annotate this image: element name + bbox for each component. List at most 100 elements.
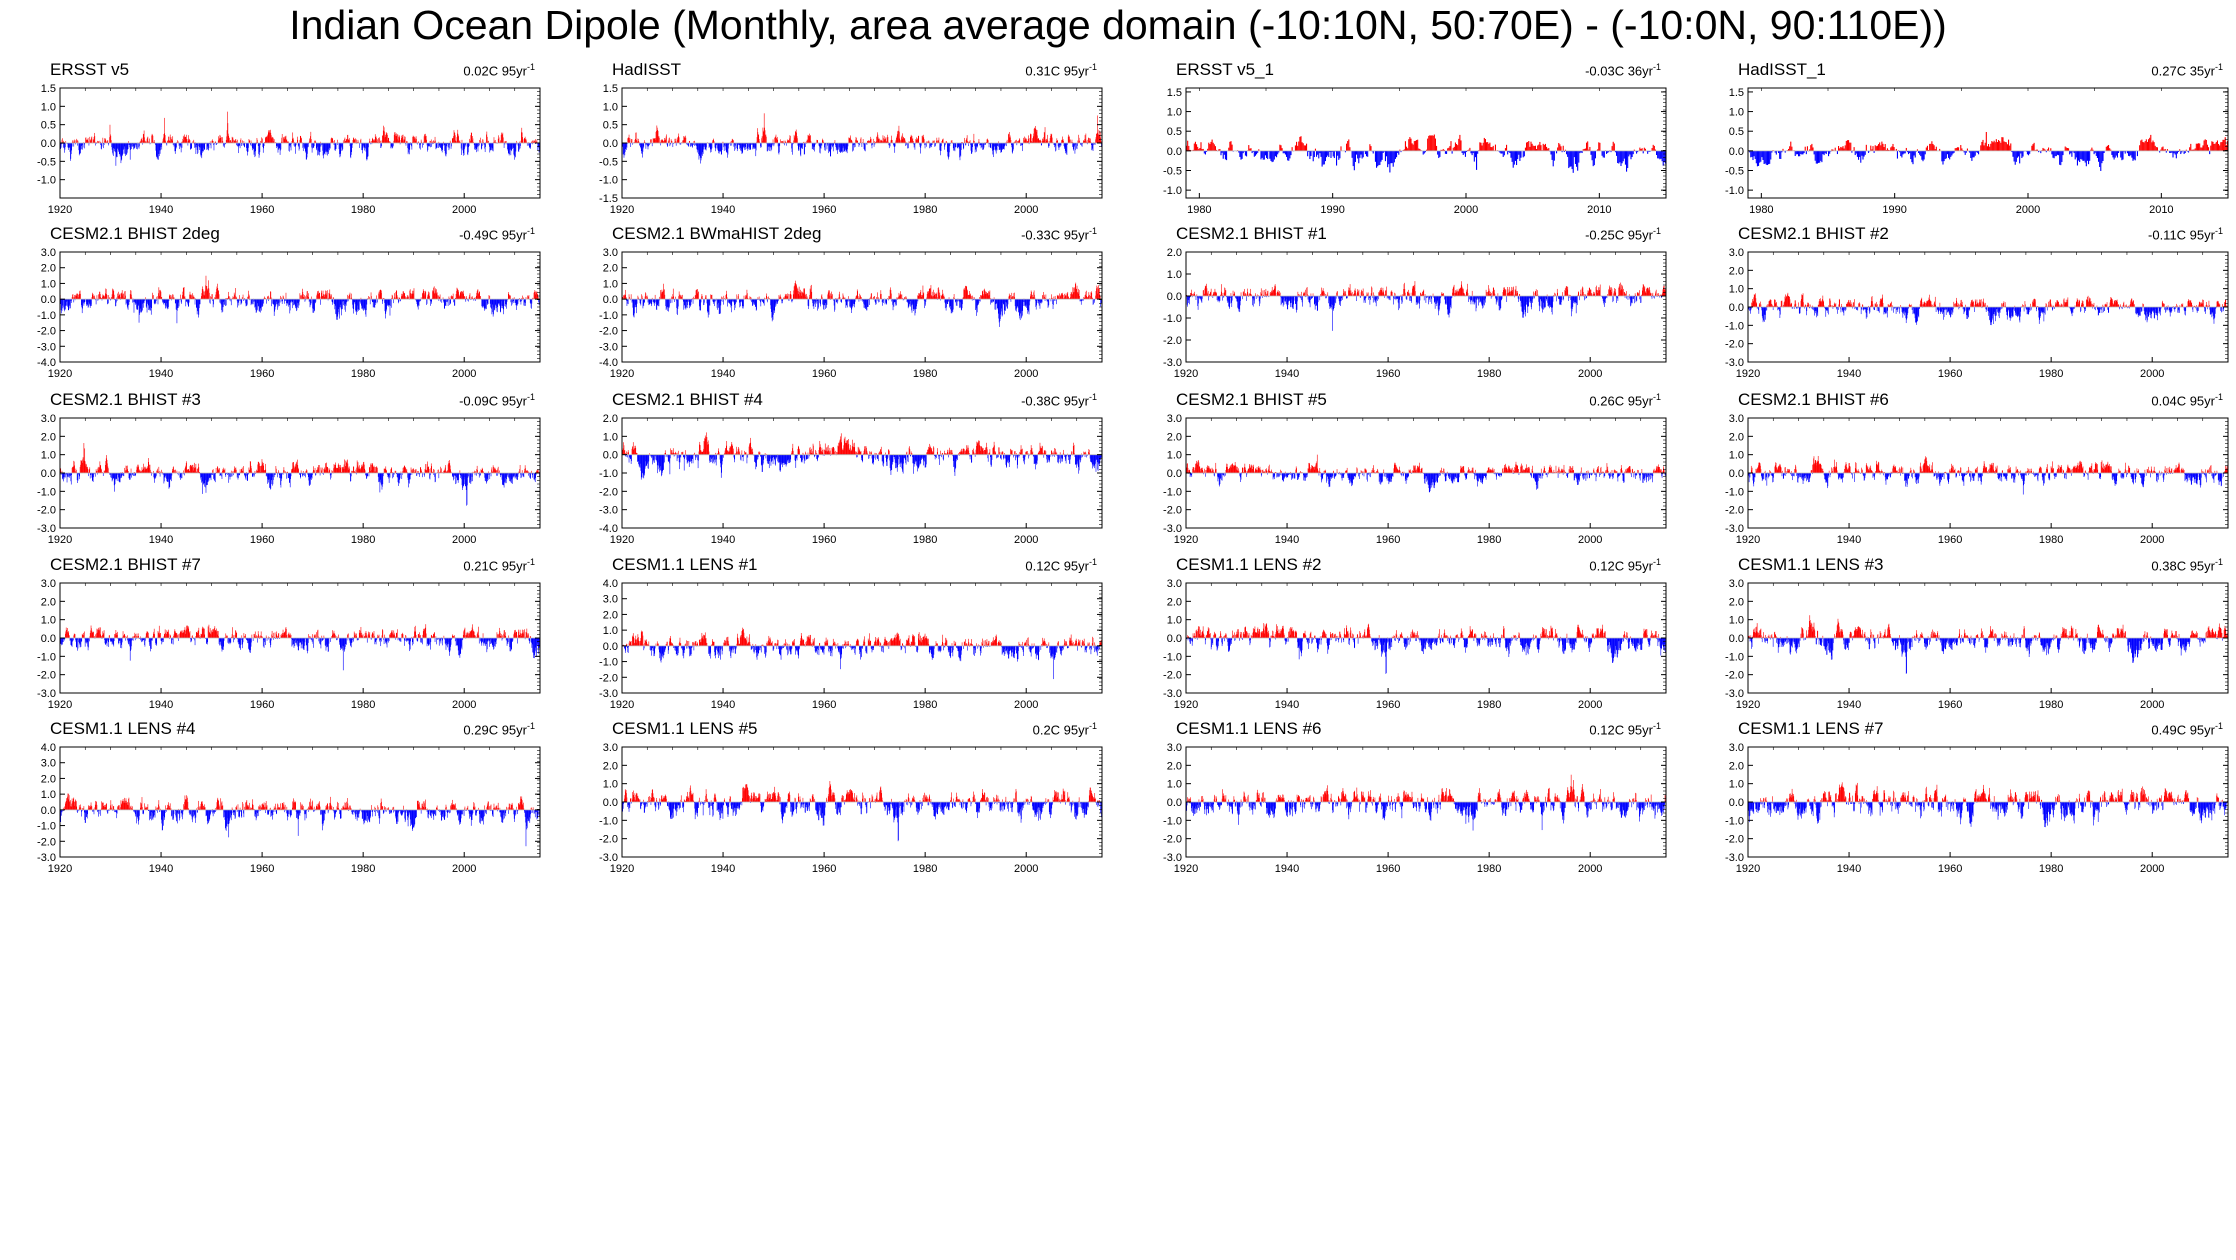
bar: [1096, 132, 1098, 143]
bar: [737, 143, 738, 150]
bar: [430, 139, 432, 143]
bar: [158, 293, 159, 300]
bar: [1954, 148, 1956, 151]
bar: [716, 143, 717, 145]
bar: [813, 143, 814, 151]
bar: [514, 143, 516, 158]
bar: [448, 143, 449, 145]
bar-series: [622, 113, 1103, 164]
bar: [2196, 143, 2198, 151]
bar: [97, 140, 98, 143]
bar: [1815, 150, 1817, 164]
bar: [877, 132, 878, 143]
bar: [156, 143, 158, 159]
bar: [651, 143, 653, 147]
bar: [1085, 138, 1086, 143]
bar: [196, 143, 197, 145]
bar: [149, 299, 150, 309]
bar: [1346, 143, 1348, 151]
bar: [700, 143, 701, 164]
bar: [1041, 143, 1042, 146]
bar: [446, 299, 448, 302]
bar: [849, 137, 851, 143]
bar: [928, 141, 930, 143]
bar: [630, 299, 631, 301]
bar: [1039, 140, 1040, 143]
bar: [690, 299, 692, 306]
bar: [1204, 150, 1206, 155]
bar: [2010, 143, 2012, 151]
bar: [172, 294, 174, 300]
bar: [427, 296, 428, 300]
bar: [1969, 150, 1971, 153]
bar: [691, 143, 692, 145]
bar: [792, 143, 794, 145]
bar: [834, 142, 835, 143]
bar: [396, 291, 398, 300]
bar: [313, 299, 314, 309]
bar: [2222, 139, 2224, 151]
bar: [689, 140, 690, 143]
bar: [1988, 144, 1990, 151]
bar: [208, 143, 210, 149]
bar: [367, 143, 369, 157]
panel-trend: 0.31C 95yr-1: [1025, 62, 1097, 78]
bar: [288, 299, 289, 307]
bar: [173, 298, 174, 300]
bar: [439, 296, 440, 300]
bar: [121, 143, 123, 160]
bar: [1923, 150, 1925, 160]
bar: [669, 137, 670, 143]
bar: [63, 140, 64, 143]
bar: [964, 137, 965, 143]
trend-unit-exponent: -1: [1089, 62, 1097, 72]
bar: [430, 140, 432, 143]
bar: [364, 299, 366, 310]
bar: [103, 143, 105, 145]
bar: [932, 140, 934, 143]
bar: [485, 299, 486, 310]
bar: [472, 296, 473, 300]
bar: [494, 142, 496, 143]
bar: [800, 143, 801, 155]
bar: [764, 127, 765, 143]
bar: [2014, 150, 2016, 165]
bar: [354, 139, 355, 143]
bar: [1051, 133, 1053, 143]
bar: [429, 299, 431, 301]
bar: [688, 143, 689, 147]
bar: [675, 299, 677, 301]
bar: [307, 143, 308, 154]
bar: [294, 143, 295, 147]
bar: [1349, 147, 1351, 151]
bar: [276, 143, 277, 146]
bar: [422, 143, 423, 148]
bar: [951, 140, 953, 143]
bar: [373, 140, 374, 143]
bar: [137, 299, 139, 305]
bar: [923, 139, 925, 143]
bar: [135, 299, 137, 304]
bar: [327, 143, 329, 153]
bar: [505, 141, 506, 143]
bar: [391, 298, 392, 300]
bar: [622, 143, 624, 147]
bar: [966, 135, 968, 143]
bar: [1537, 145, 1539, 151]
bar: [230, 299, 232, 306]
bar: [350, 143, 351, 157]
bar: [843, 143, 845, 152]
bar: [230, 140, 231, 143]
bar: [278, 299, 279, 306]
bar: [2059, 150, 2061, 165]
bar: [392, 143, 393, 148]
bar: [215, 143, 217, 145]
bar: [916, 137, 917, 143]
bar: [71, 299, 72, 301]
bar: [1648, 150, 1650, 152]
bar: [91, 297, 93, 300]
bar: [124, 291, 126, 300]
bar: [157, 143, 158, 158]
bar: [155, 143, 157, 151]
bar: [295, 143, 296, 154]
